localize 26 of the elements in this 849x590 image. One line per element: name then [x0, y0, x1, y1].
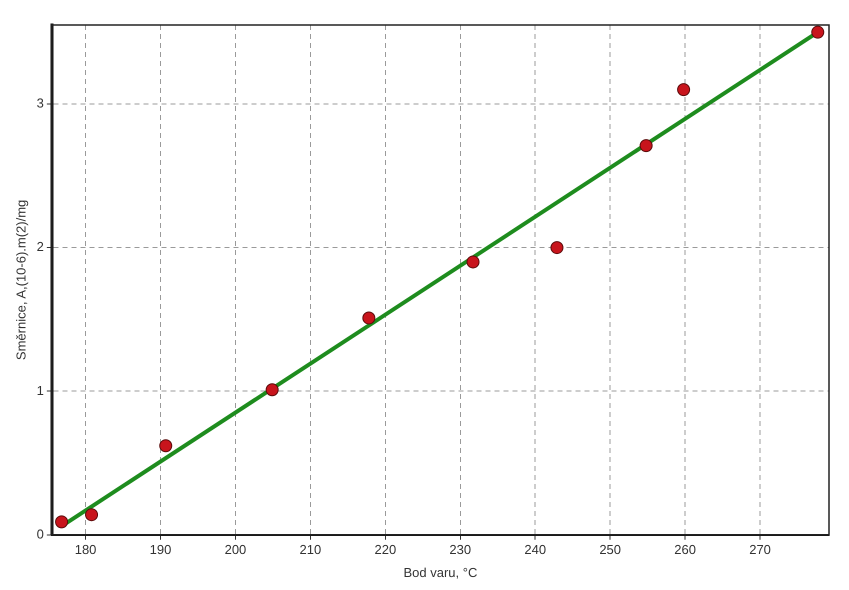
x-tick-label: 270: [749, 542, 771, 558]
x-axis-title: Bod varu, °C: [403, 564, 478, 580]
point: [266, 383, 279, 396]
point: [811, 26, 824, 39]
x-tick-label: 210: [300, 542, 322, 558]
point: [677, 83, 690, 96]
x-tick-label: 180: [74, 542, 96, 558]
y-tick-label: 2: [36, 239, 44, 254]
point: [159, 439, 172, 452]
y-tick-label: 3: [36, 96, 44, 111]
x-tick-label: 220: [374, 542, 396, 558]
y-tick-label: 0: [36, 526, 44, 542]
x-tick-label: 200: [224, 542, 246, 558]
point: [362, 311, 376, 324]
x-tick-label: 240: [524, 542, 546, 558]
x-tick-label: 260: [674, 542, 696, 558]
point: [550, 241, 564, 254]
point: [640, 139, 653, 152]
x-tick-label: 230: [449, 542, 472, 558]
y-tick-label: 1: [36, 382, 44, 398]
x-tick-label: 190: [150, 542, 172, 558]
x-tick-label: 250: [599, 542, 622, 558]
point: [55, 515, 68, 528]
point: [466, 255, 480, 268]
y-axis-title: Směrnice, A,(10-6).m(2)/mg: [13, 200, 28, 360]
point: [85, 508, 98, 522]
